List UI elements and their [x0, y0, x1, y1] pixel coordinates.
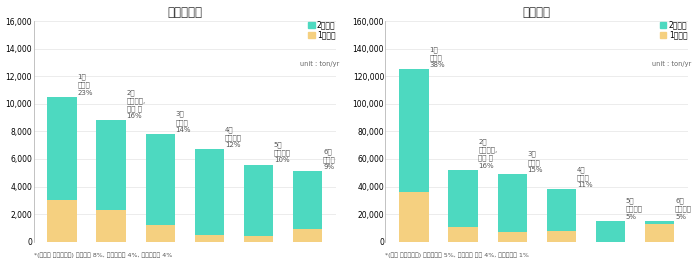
Bar: [645, 221, 674, 224]
Bar: [399, 192, 428, 242]
Text: 5위
냉난방등
5%: 5위 냉난방등 5%: [626, 198, 643, 220]
Text: 4위
냉난방등
12%: 4위 냉난방등 12%: [225, 126, 242, 148]
Text: 4위
경유차
11%: 4위 경유차 11%: [577, 166, 592, 188]
Bar: [48, 97, 77, 200]
Bar: [48, 200, 77, 242]
Text: 6위
발전소
9%: 6위 발전소 9%: [323, 148, 336, 170]
Bar: [244, 165, 274, 236]
Text: unit : ton/yr: unit : ton/yr: [652, 61, 691, 67]
Bar: [547, 189, 576, 231]
Bar: [399, 69, 428, 192]
Bar: [449, 170, 478, 226]
Bar: [645, 224, 674, 242]
Bar: [195, 235, 224, 242]
Text: *(수도권 기타배출원) 비산먼지 8%, 생물성연소 4%, 휘발유창등 4%: *(수도권 기타배출원) 비산먼지 8%, 생물성연소 4%, 휘발유창등 4%: [34, 253, 172, 258]
Bar: [547, 231, 576, 242]
Bar: [293, 171, 323, 229]
Bar: [498, 174, 527, 232]
Text: 1위
경유차
23%: 1위 경유차 23%: [78, 74, 93, 96]
Title: 〈수도권〉: 〈수도권〉: [167, 6, 202, 19]
Bar: [449, 226, 478, 242]
Text: *(전국 기타배출원) 생물성연소 5%, 유기용제 사용 4%, 휘발유창등 1%: *(전국 기타배출원) 생물성연소 5%, 유기용제 사용 4%, 휘발유창등 …: [386, 253, 529, 258]
Bar: [244, 236, 274, 242]
Legend: 2차생성, 1차배출: 2차생성, 1차배출: [308, 21, 335, 40]
Bar: [498, 232, 527, 242]
Text: 1위
사업장
38%: 1위 사업장 38%: [429, 46, 445, 68]
Text: 5위
유기용제
10%: 5위 유기용제 10%: [274, 141, 291, 163]
Bar: [195, 149, 224, 235]
Text: 6위
비산먼지
5%: 6위 비산먼지 5%: [675, 198, 692, 220]
Bar: [293, 229, 323, 242]
Text: unit : ton/yr: unit : ton/yr: [300, 61, 340, 67]
Bar: [97, 210, 126, 242]
Text: 2위
건설기계,
선박 등
16%: 2위 건설기계, 선박 등 16%: [479, 139, 498, 169]
Bar: [97, 120, 126, 210]
Bar: [596, 221, 625, 242]
Text: 2위
건설기계,
선박 등
16%: 2위 건설기계, 선박 등 16%: [127, 89, 146, 119]
Title: 〈전국〉: 〈전국〉: [523, 6, 551, 19]
Text: 3위
사업장
14%: 3위 사업장 14%: [176, 111, 191, 133]
Text: 3위
발전소
15%: 3위 발전소 15%: [528, 151, 543, 173]
Legend: 2차생성, 1차배출: 2차생성, 1차배출: [659, 21, 687, 40]
Bar: [146, 225, 175, 242]
Bar: [146, 134, 175, 225]
